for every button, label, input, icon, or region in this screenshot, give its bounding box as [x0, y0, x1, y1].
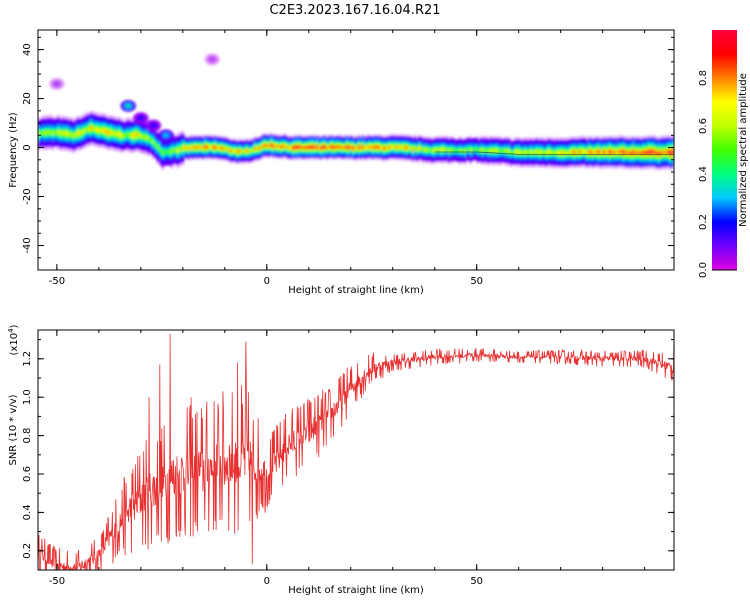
spectrogram-xlabel: Height of straight line (km): [288, 285, 424, 296]
colorbar: 0.0 0.2 0.4 0.6 0.8 Normalized spectral ampl…: [698, 30, 749, 278]
x-tick-label: 50: [470, 276, 483, 287]
x-tick-label: -50: [49, 576, 65, 587]
figure-title: C2E3.2023.167.16.04.R21: [269, 3, 440, 18]
y-tick-label: -40: [22, 237, 33, 253]
snr-multiplier-exponent: 4: [7, 328, 15, 333]
snr-ticks: -50 0 50 0.2 0.4 0.6 0.8 1.0 1.2: [22, 330, 674, 587]
y-tick-label: 1.2: [22, 351, 33, 367]
x-tick-label: 0: [264, 276, 270, 287]
spectrogram-heatmap: [38, 53, 674, 171]
y-tick-label: 0: [22, 144, 33, 150]
colorbar-tick-label: 0.8: [698, 70, 709, 86]
x-tick-label: 0: [264, 576, 270, 587]
spectrogram-panel: -50 0 50 -40 -20 0 20 40 Height of straight lin…: [8, 29, 675, 296]
y-tick-label: 20: [22, 92, 33, 105]
x-tick-label: 50: [470, 576, 483, 587]
y-tick-label: -20: [22, 188, 33, 204]
spectrogram-frame: [37, 29, 675, 271]
snr-multiplier-open: (x10: [9, 333, 20, 356]
snr-frame: [37, 329, 675, 571]
colorbar-tick-label: 0.2: [698, 214, 709, 230]
snr-multiplier: (x104): [7, 324, 20, 355]
colorbar-ticks: 0.0 0.2 0.4 0.6 0.8: [698, 70, 737, 278]
y-tick-label: 0.8: [22, 428, 33, 444]
y-tick-label: 0.2: [22, 543, 33, 559]
snr-ylabel: SNR (10 * v/v): [8, 394, 19, 465]
spectrogram-ticks: -50 0 50 -40 -20 0 20 40: [22, 30, 674, 287]
y-tick-label: 0.4: [22, 504, 33, 520]
snr-series-line: [38, 333, 674, 570]
y-tick-label: 40: [22, 43, 33, 56]
colorbar-label: Normalized spectral amplitude: [738, 73, 749, 227]
snr-multiplier-close: ): [9, 324, 20, 328]
spectrogram-ylabel: Frequency (Hz): [8, 112, 19, 188]
snr-xlabel: Height of straight line (km): [288, 585, 424, 596]
snr-background: [38, 330, 674, 570]
colorbar-tick-label: 0.4: [698, 166, 709, 182]
colorbar-tick-label: 0.0: [698, 262, 709, 278]
colorbar-tick-label: 0.6: [698, 118, 709, 134]
colorbar-gradient: [712, 30, 737, 270]
snr-panel: -50 0 50 0.2 0.4 0.6 0.8 1.0 1.2 Height of strai…: [7, 324, 675, 596]
x-tick-label: -50: [49, 276, 65, 287]
y-tick-label: 0.6: [22, 466, 33, 482]
y-tick-label: 1.0: [22, 389, 33, 405]
